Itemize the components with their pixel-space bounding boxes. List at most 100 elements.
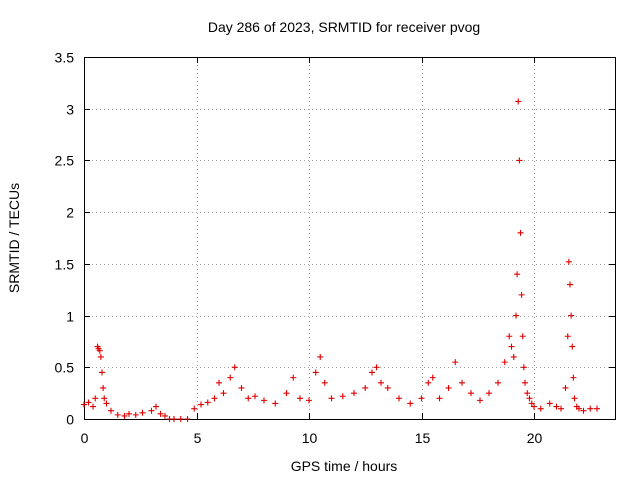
data-point (510, 353, 517, 360)
y-tick-label: 2.5 (55, 153, 75, 169)
data-point (101, 395, 108, 402)
data-point (506, 333, 513, 340)
data-point (97, 353, 104, 360)
data-point (580, 407, 587, 414)
data-point (546, 400, 553, 407)
data-point (132, 411, 139, 418)
data-point (570, 374, 577, 381)
data-point (245, 395, 252, 402)
y-tick-label: 1.5 (55, 257, 75, 273)
data-point (568, 312, 575, 319)
data-point (290, 374, 297, 381)
data-point (519, 333, 526, 340)
data-point (501, 359, 508, 366)
data-point (114, 411, 121, 418)
y-tick-label: 1 (66, 309, 74, 325)
data-point (516, 157, 523, 164)
data-point (508, 343, 515, 350)
y-tick-label: 0.5 (55, 360, 75, 376)
data-point (526, 395, 533, 402)
tick-layer: 0 5 10 15 20 0 0.5 1 1.5 2 2.5 3 3.5 (55, 50, 615, 446)
data-point (339, 393, 346, 400)
data-point (429, 374, 436, 381)
data-point (515, 98, 522, 105)
y-tick-label: 0 (66, 412, 74, 428)
data-point (211, 395, 218, 402)
data-point (384, 384, 391, 391)
data-point (369, 369, 375, 376)
data-point (513, 312, 519, 319)
data-point (495, 379, 501, 386)
data-point (520, 364, 527, 371)
x-tick-label: 5 (194, 430, 202, 446)
data-points (81, 98, 600, 422)
data-point (81, 401, 87, 408)
data-point (312, 369, 319, 376)
data-point (518, 291, 525, 298)
data-point (317, 353, 324, 360)
data-point (576, 405, 582, 412)
data-point (571, 395, 578, 402)
data-point (562, 384, 569, 391)
data-point (238, 384, 245, 391)
data-point (486, 390, 492, 397)
data-point (517, 229, 524, 236)
data-point (477, 397, 483, 404)
data-point (177, 416, 184, 422)
data-point (587, 405, 594, 412)
data-point (220, 390, 227, 397)
data-point (139, 409, 146, 416)
data-point (204, 399, 211, 406)
data-point (524, 390, 531, 397)
data-point (468, 390, 474, 397)
grid-layer (84, 57, 615, 419)
data-point (373, 364, 380, 371)
data-point (157, 410, 164, 417)
y-tick-label: 2 (66, 205, 74, 221)
data-point (558, 405, 564, 412)
data-point (396, 395, 402, 402)
x-tick-label: 10 (302, 430, 318, 446)
y-tick-label: 3 (66, 102, 74, 118)
data-point (198, 401, 204, 408)
data-point (252, 393, 258, 400)
data-point (445, 384, 452, 391)
data-point (162, 412, 168, 419)
data-point (528, 400, 535, 407)
data-point (216, 379, 222, 386)
data-point (553, 403, 560, 410)
chart-title: Day 286 of 2023, SRMTID for receiver pvo… (208, 19, 480, 35)
data-point (231, 364, 238, 371)
data-point (297, 395, 303, 402)
y-tick-label: 3.5 (55, 50, 75, 66)
data-point (452, 359, 459, 366)
data-point (171, 416, 177, 422)
data-point (306, 397, 312, 404)
data-point (99, 369, 105, 376)
data-point (418, 395, 425, 402)
data-point (378, 379, 384, 386)
plot-frame (84, 57, 616, 420)
data-point (272, 400, 279, 407)
data-point (425, 379, 432, 386)
data-point (514, 271, 521, 278)
data-point (92, 395, 99, 402)
x-tick-label: 20 (527, 430, 543, 446)
data-point (148, 407, 155, 414)
data-point (459, 379, 465, 386)
data-point (100, 384, 107, 391)
data-point (85, 399, 92, 406)
data-point (362, 384, 369, 391)
x-tick-label: 15 (415, 430, 431, 446)
data-point (567, 281, 573, 288)
x-axis-label: GPS time / hours (291, 458, 398, 474)
data-point (328, 395, 335, 402)
data-point (321, 379, 328, 386)
y-axis-label: SRMTID / TECUs (6, 183, 22, 293)
data-point (537, 405, 544, 412)
data-point (96, 347, 103, 354)
data-point (351, 390, 357, 397)
data-point (565, 258, 572, 265)
data-point (407, 400, 414, 407)
